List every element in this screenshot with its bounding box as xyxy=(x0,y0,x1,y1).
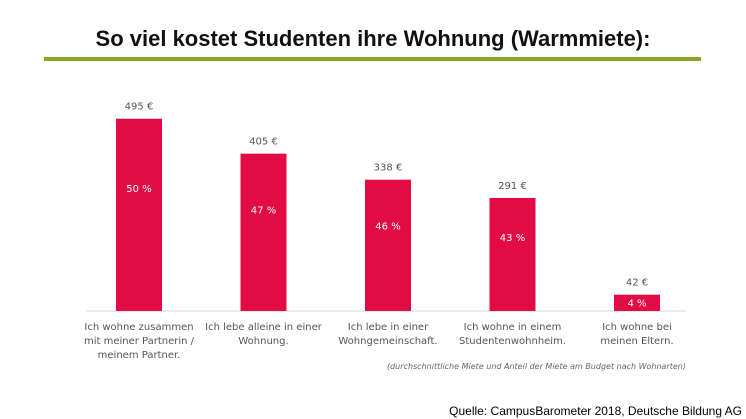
bar-value-label: 42 € xyxy=(626,278,648,289)
bar-value-label: 405 € xyxy=(249,137,278,148)
bar-share-label: 46 % xyxy=(375,222,400,233)
bar xyxy=(614,294,660,311)
bar-share-label: 50 % xyxy=(126,184,151,195)
category-label: Ich lebe in einer Wohngemeinschaft. xyxy=(338,322,437,347)
bar-value-label: 338 € xyxy=(374,163,403,174)
category-label: Ich lebe alleine in einer Wohnung. xyxy=(205,322,323,347)
bar-value-label: 291 € xyxy=(498,181,527,192)
category-label: Ich wohne in einem Studentenwohnheim. xyxy=(459,322,566,347)
category-label: Ich wohne zusammen mit meiner Partnerin /… xyxy=(84,322,195,361)
chart-footnote: (durchschnittliche Miete und Anteil der … xyxy=(386,362,686,371)
bar xyxy=(365,179,411,311)
bar-share-label: 43 % xyxy=(500,233,525,244)
bar-value-label: 495 € xyxy=(125,102,154,113)
source-credit: Quelle: CampusBarometer 2018, Deutsche B… xyxy=(449,404,742,418)
bar xyxy=(116,118,162,311)
chart-title: So viel kostet Studenten ihre Wohnung (W… xyxy=(95,26,651,51)
category-label: Ich wohne bei meinen Eltern. xyxy=(600,322,673,347)
bar xyxy=(240,153,287,311)
bar xyxy=(489,197,536,311)
bar-share-label: 47 % xyxy=(251,205,276,216)
bar-share-label: 4 % xyxy=(627,298,646,309)
title-underline xyxy=(44,57,701,61)
